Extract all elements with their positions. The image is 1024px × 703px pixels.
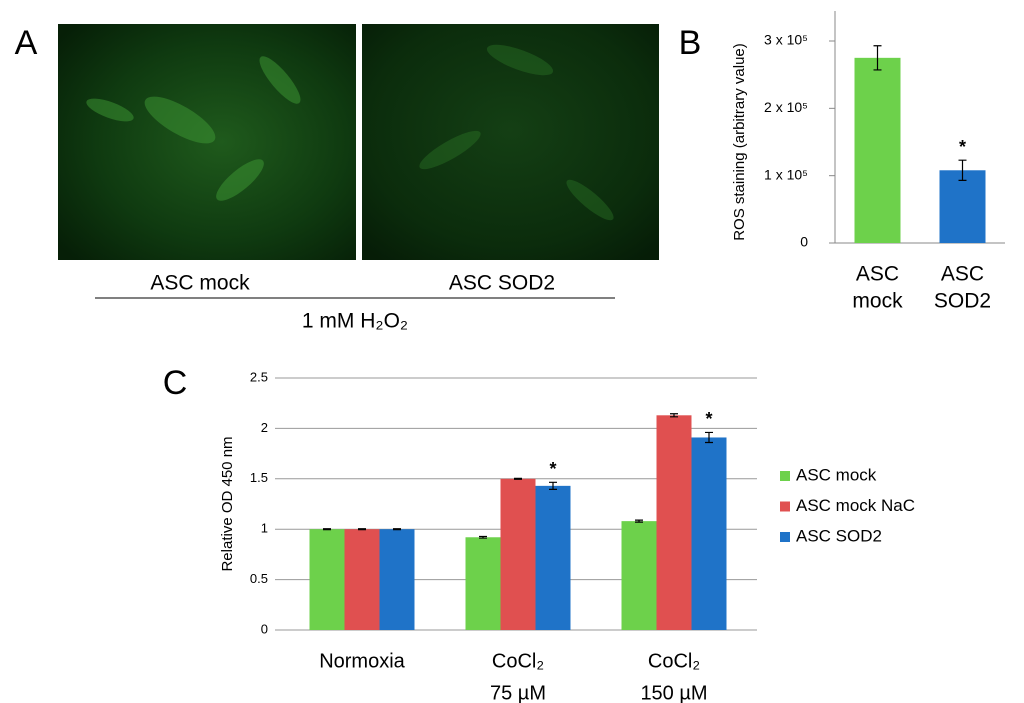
error-bar xyxy=(873,45,882,71)
legend-swatch xyxy=(780,471,790,481)
x-tick-label: CoCl₂ xyxy=(648,650,700,672)
y-tick-label: 1.5 xyxy=(250,470,268,485)
cell-texture xyxy=(86,56,301,201)
y-tick-label: 0 xyxy=(261,621,268,636)
error-bar xyxy=(358,528,366,531)
y-tick-label: 1 xyxy=(261,521,268,536)
x-tick-label: SOD2 xyxy=(934,290,991,313)
error-bar xyxy=(705,431,713,444)
x-tick-label: 150 µM xyxy=(640,682,707,703)
bar xyxy=(621,521,657,630)
x-tick-label: Normoxia xyxy=(319,650,405,672)
y-tick-label: 2 xyxy=(261,420,268,435)
bar xyxy=(656,415,692,630)
y-tick-label: 0 xyxy=(800,234,808,250)
x-tick-label: mock xyxy=(852,290,903,313)
error-bar xyxy=(323,528,331,531)
legend-label: ASC SOD2 xyxy=(796,526,882,545)
error-bar xyxy=(549,481,557,490)
bar xyxy=(691,437,727,630)
significance-mark: * xyxy=(705,409,712,429)
x-tick-label: 75 µM xyxy=(490,682,546,703)
bar xyxy=(379,529,415,630)
error-bar xyxy=(393,528,401,531)
micrograph xyxy=(362,24,659,260)
legend-label: ASC mock NaC xyxy=(796,496,915,515)
error-bar xyxy=(479,535,487,539)
bar xyxy=(535,485,571,630)
image-caption: ASC SOD2 xyxy=(449,272,555,295)
panel-label: A xyxy=(15,24,38,62)
panel-label: C xyxy=(163,364,188,402)
y-axis-title: ROS staining (arbitrary value) xyxy=(731,43,748,241)
significance-mark: * xyxy=(549,459,556,479)
bar xyxy=(854,57,901,244)
cell-texture xyxy=(419,44,614,221)
x-tick-label: ASC xyxy=(856,263,899,286)
significance-mark: * xyxy=(959,137,966,157)
error-bar xyxy=(670,413,678,418)
bar xyxy=(344,529,380,630)
y-axis-title: Relative OD 450 nm xyxy=(219,436,236,571)
x-tick-label: ASC xyxy=(941,263,984,286)
error-bar xyxy=(958,159,967,181)
bar xyxy=(939,170,986,243)
y-tick-label: 2 x 10⁵ xyxy=(764,99,808,115)
error-bar xyxy=(514,477,522,480)
legend-label: ASC mock xyxy=(796,465,877,484)
bar xyxy=(309,529,345,630)
treatment-label: 1 mM H₂O₂ xyxy=(302,310,408,333)
y-tick-label: 3 x 10⁵ xyxy=(764,32,808,48)
panel-label: B xyxy=(679,24,702,62)
legend-swatch xyxy=(780,501,790,512)
x-tick-label: CoCl₂ xyxy=(492,650,544,672)
y-tick-label: 1 x 10⁵ xyxy=(764,166,808,182)
error-bar xyxy=(635,519,643,523)
image-caption: ASC mock xyxy=(150,272,250,295)
bar xyxy=(500,478,536,630)
legend-swatch xyxy=(780,532,790,542)
bar xyxy=(465,537,501,630)
y-tick-label: 2.5 xyxy=(250,369,268,384)
y-tick-label: 0.5 xyxy=(250,571,268,586)
